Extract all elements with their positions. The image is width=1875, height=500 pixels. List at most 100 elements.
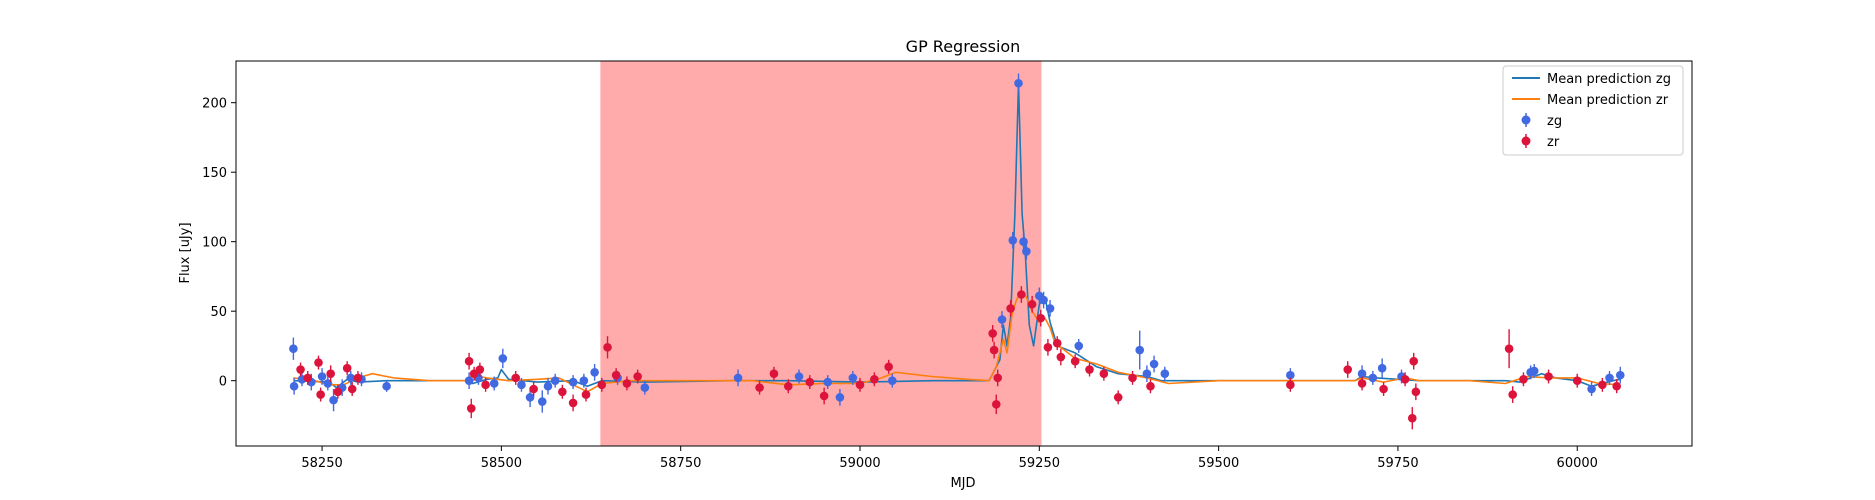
zr-point xyxy=(1379,384,1388,394)
y-tick-label: 0 xyxy=(219,375,227,390)
zr-point xyxy=(1113,393,1123,402)
x-tick-label: 59500 xyxy=(1198,456,1239,471)
zr-point xyxy=(622,379,632,388)
shaded-region xyxy=(600,61,1042,446)
legend-label-zr: zr xyxy=(1547,135,1560,150)
zg-point xyxy=(640,383,650,392)
x-tick-label: 59000 xyxy=(839,456,880,471)
zr-point xyxy=(347,384,357,394)
zg-point xyxy=(1019,237,1028,246)
zr-point xyxy=(1006,304,1015,313)
zg-point xyxy=(733,373,743,383)
zr-point xyxy=(558,387,567,397)
zg-point xyxy=(346,373,356,383)
zr-point xyxy=(884,362,893,372)
zr-point xyxy=(1099,369,1109,379)
zg-point xyxy=(1074,341,1084,351)
legend-label-mean-zg: Mean prediction zg xyxy=(1547,72,1671,87)
zr-point xyxy=(475,365,485,374)
legend-label-zg: zg xyxy=(1547,114,1562,129)
x-tick-label: 59250 xyxy=(1019,456,1060,471)
zg-point xyxy=(835,393,845,402)
zr-point xyxy=(568,398,578,408)
zg-point xyxy=(317,372,327,381)
zg-point xyxy=(382,381,391,391)
zg-point xyxy=(1377,363,1387,373)
zg-point xyxy=(794,372,804,381)
legend-swatch-zg-marker xyxy=(1521,115,1531,125)
zg-point xyxy=(848,373,858,383)
zr-point xyxy=(597,380,607,390)
x-axis-label: MJD xyxy=(950,476,975,491)
zr-point xyxy=(1407,413,1417,423)
zg-point xyxy=(323,379,333,388)
zg-point xyxy=(1142,369,1152,379)
zg-point xyxy=(1135,345,1145,355)
zr-point xyxy=(769,369,779,379)
zr-point xyxy=(1343,365,1353,374)
legend-label-mean-zr: Mean prediction zr xyxy=(1547,93,1669,108)
zr-point xyxy=(1612,381,1621,391)
zg-point xyxy=(1045,304,1055,313)
x-tick-label: 58500 xyxy=(481,456,522,471)
zr-point xyxy=(333,387,343,397)
zg-point xyxy=(550,376,560,385)
x-tick-label: 58250 xyxy=(301,456,342,471)
y-tick-label: 200 xyxy=(202,97,227,112)
zr-point xyxy=(603,343,612,352)
y-axis-label: Flux [uJy] xyxy=(178,222,193,283)
zg-point xyxy=(823,377,833,387)
x-tick-label: 60000 xyxy=(1557,456,1598,471)
zg-point xyxy=(1039,295,1048,305)
zr-point xyxy=(1286,380,1295,390)
zr-point xyxy=(988,329,997,338)
zr-point xyxy=(1085,365,1094,374)
zr-point xyxy=(855,380,865,390)
mean-prediction-zg-line xyxy=(293,82,1621,389)
zr-point xyxy=(481,380,490,390)
zg-point xyxy=(1008,235,1018,245)
legend-box xyxy=(1502,65,1684,156)
zr-point xyxy=(581,390,591,399)
zg-point xyxy=(1529,366,1539,376)
zr-point xyxy=(1504,344,1514,354)
zg-point xyxy=(1022,247,1031,256)
zr-point xyxy=(819,391,829,401)
zg-point xyxy=(329,395,338,405)
zr-point xyxy=(1357,379,1367,388)
zr-point xyxy=(1056,352,1066,362)
zg-point xyxy=(1368,373,1378,383)
x-tick-label: 58750 xyxy=(660,456,701,471)
zg-point xyxy=(489,379,499,388)
legend-swatch-zr-marker xyxy=(1521,136,1531,146)
zr-point xyxy=(1070,356,1080,366)
zr-point xyxy=(991,400,1001,409)
zr-point xyxy=(870,374,879,384)
zg-point xyxy=(525,393,535,402)
zg-point xyxy=(1286,370,1295,380)
zr-point xyxy=(611,370,621,380)
zr-point xyxy=(314,358,323,367)
zg-point xyxy=(517,380,526,390)
zr-point xyxy=(1400,374,1410,384)
zr-point xyxy=(1544,372,1553,381)
zr-point xyxy=(1508,390,1517,399)
zr-point xyxy=(1017,290,1026,299)
zg-point xyxy=(1587,384,1596,394)
zg-point xyxy=(568,377,578,387)
zg-point xyxy=(464,376,474,385)
zg-point xyxy=(1149,359,1159,369)
zg-point xyxy=(1615,370,1625,380)
y-tick-label: 50 xyxy=(210,305,227,320)
zg-point xyxy=(498,354,508,363)
y-tick-label: 100 xyxy=(202,236,227,251)
zr-point xyxy=(1036,313,1046,323)
zr-point xyxy=(1146,381,1155,391)
zr-point xyxy=(1519,374,1528,384)
zr-point xyxy=(353,373,363,383)
plot-frame xyxy=(235,60,1693,447)
zr-point xyxy=(1052,338,1062,348)
zr-point xyxy=(1027,299,1037,309)
zr-point xyxy=(755,383,764,392)
